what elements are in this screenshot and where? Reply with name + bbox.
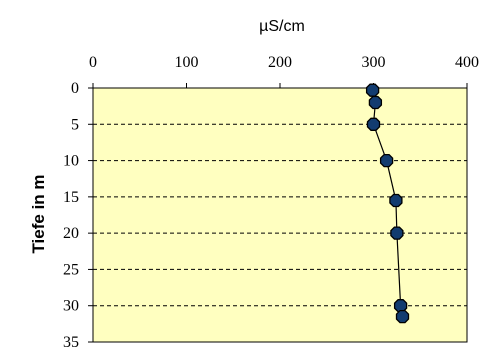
y-tick-label-1: 5 (71, 116, 79, 133)
data-point-0 (365, 83, 380, 97)
y-tick-label-7: 35 (63, 334, 79, 351)
y-tick-label-0: 0 (71, 80, 79, 97)
data-point-5 (390, 226, 404, 240)
plot-area: 0 5 10 15 20 25 30 35 0 100 200 300 400 (63, 54, 479, 351)
data-point-1 (368, 95, 383, 110)
data-point-2 (366, 117, 381, 131)
plot-background (92, 87, 468, 343)
x-tick-label-1: 100 (175, 54, 199, 71)
data-point-7 (395, 309, 410, 324)
y-tick-label-5: 25 (63, 261, 79, 278)
data-point-4 (389, 193, 403, 208)
x-tick-label-4: 400 (455, 54, 479, 71)
x-tick-label-2: 200 (268, 54, 292, 71)
y-tick-label-2: 10 (63, 153, 79, 170)
x-axis-title: µS/cm (259, 18, 305, 35)
data-point-3 (379, 153, 394, 168)
x-tick-label-0: 0 (89, 54, 97, 71)
y-tick-label-6: 30 (63, 298, 79, 315)
y-axis-title: Tiefe in m (29, 174, 48, 253)
data-point-6 (393, 299, 408, 313)
x-tick-label-3: 300 (362, 54, 386, 71)
y-tick-label-4: 20 (63, 225, 79, 242)
y-tick-label-3: 15 (63, 189, 79, 206)
